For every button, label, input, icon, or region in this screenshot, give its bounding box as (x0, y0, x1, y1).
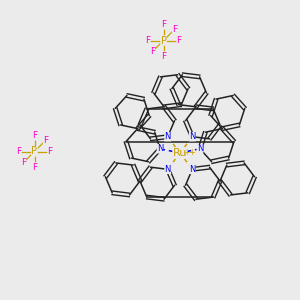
Text: F: F (145, 36, 151, 45)
Text: P: P (32, 146, 38, 157)
Text: F: F (21, 158, 26, 167)
Text: N: N (157, 144, 163, 153)
Text: F: F (43, 136, 48, 145)
Text: F: F (32, 163, 37, 172)
Text: ++: ++ (184, 148, 196, 157)
Text: N: N (164, 132, 171, 141)
Text: F: F (161, 20, 166, 29)
Text: N: N (189, 165, 196, 174)
Text: N: N (164, 165, 171, 174)
Text: F: F (176, 36, 182, 45)
Text: F: F (172, 25, 177, 34)
Text: F: F (150, 47, 155, 56)
Text: N: N (197, 144, 203, 153)
Text: F: F (161, 52, 166, 61)
Text: F: F (47, 147, 53, 156)
Text: P: P (160, 35, 166, 46)
Text: Ru: Ru (173, 148, 187, 158)
Text: F: F (16, 147, 22, 156)
Text: N: N (189, 132, 196, 141)
Text: F: F (32, 131, 37, 140)
